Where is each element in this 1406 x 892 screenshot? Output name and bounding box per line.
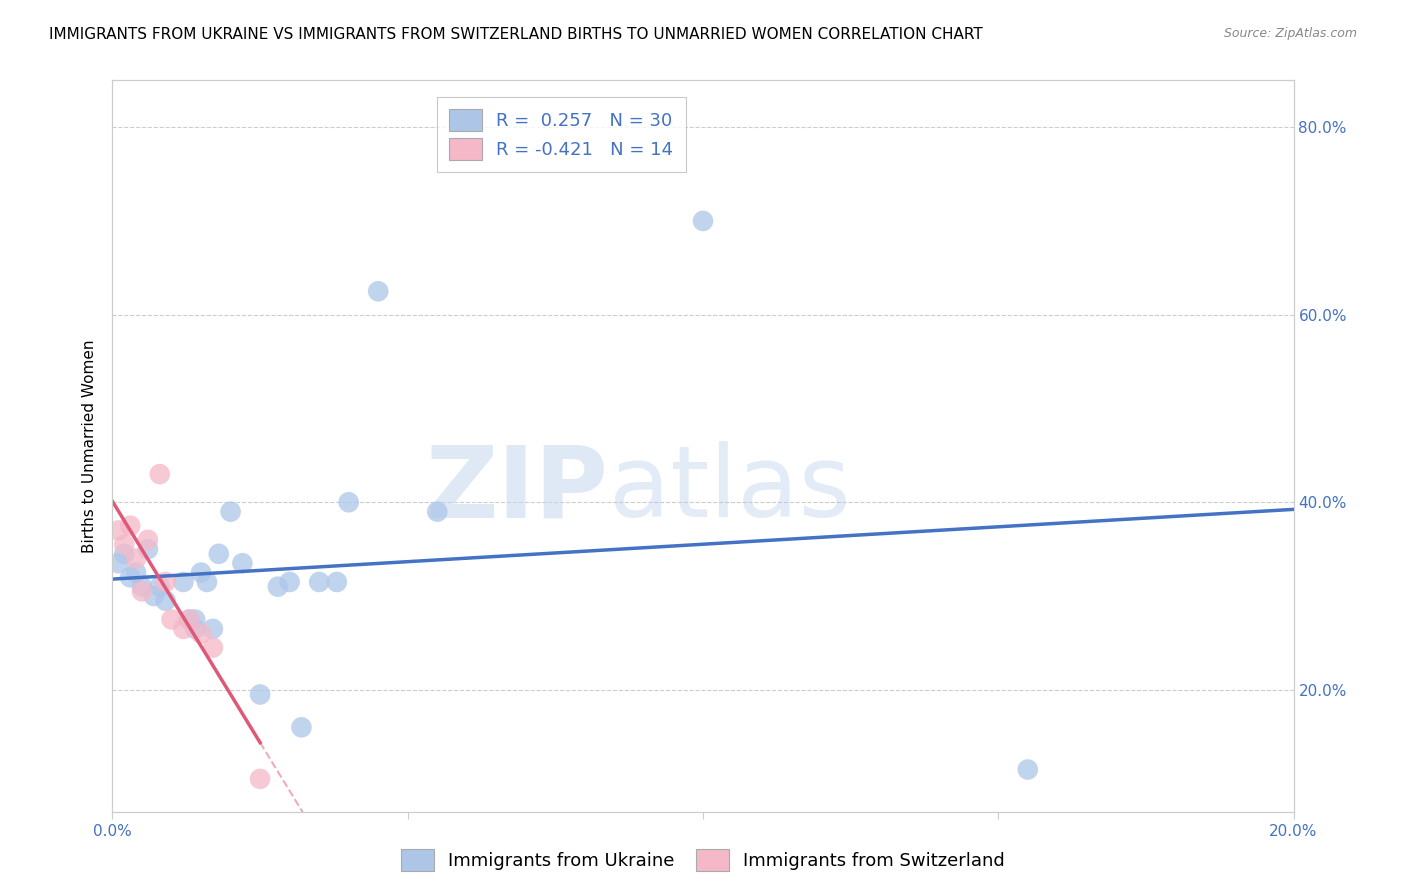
Point xyxy=(190,626,212,640)
Point xyxy=(201,640,224,655)
Text: ZIP: ZIP xyxy=(426,442,609,539)
Point xyxy=(190,566,212,580)
Point xyxy=(290,720,312,734)
Point xyxy=(219,505,242,519)
Point xyxy=(249,688,271,702)
Point xyxy=(136,542,159,557)
Point xyxy=(1017,763,1039,777)
Point xyxy=(278,574,301,589)
Point xyxy=(131,584,153,599)
Point xyxy=(231,556,253,570)
Point xyxy=(107,556,129,570)
Point xyxy=(208,547,231,561)
Point xyxy=(195,574,218,589)
Legend: R =  0.257   N = 30, R = -0.421   N = 14: R = 0.257 N = 30, R = -0.421 N = 14 xyxy=(437,96,686,172)
Text: atlas: atlas xyxy=(609,442,851,539)
Point xyxy=(179,612,201,626)
Text: IMMIGRANTS FROM UKRAINE VS IMMIGRANTS FROM SWITZERLAND BIRTHS TO UNMARRIED WOMEN: IMMIGRANTS FROM UKRAINE VS IMMIGRANTS FR… xyxy=(49,27,983,42)
Point xyxy=(367,285,389,299)
Point xyxy=(172,574,194,589)
Point xyxy=(112,537,135,551)
Point xyxy=(201,622,224,636)
Point xyxy=(149,580,172,594)
Point xyxy=(308,574,330,589)
Text: Source: ZipAtlas.com: Source: ZipAtlas.com xyxy=(1223,27,1357,40)
Point xyxy=(149,467,172,482)
Point xyxy=(155,574,177,589)
Point xyxy=(107,524,129,538)
Point xyxy=(125,566,148,580)
Point xyxy=(326,574,349,589)
Point xyxy=(184,612,207,626)
Point xyxy=(184,622,207,636)
Point xyxy=(249,772,271,786)
Point xyxy=(120,518,142,533)
Point xyxy=(692,214,714,228)
Point xyxy=(112,547,135,561)
Point xyxy=(125,551,148,566)
Point xyxy=(426,505,449,519)
Point xyxy=(179,612,201,626)
Point xyxy=(142,589,165,603)
Point xyxy=(267,580,290,594)
Point xyxy=(120,570,142,584)
Point xyxy=(160,612,183,626)
Point xyxy=(337,495,360,509)
Y-axis label: Births to Unmarried Women: Births to Unmarried Women xyxy=(82,339,97,553)
Legend: Immigrants from Ukraine, Immigrants from Switzerland: Immigrants from Ukraine, Immigrants from… xyxy=(394,842,1012,879)
Point xyxy=(172,622,194,636)
Point xyxy=(131,580,153,594)
Point xyxy=(136,533,159,547)
Point xyxy=(155,593,177,607)
